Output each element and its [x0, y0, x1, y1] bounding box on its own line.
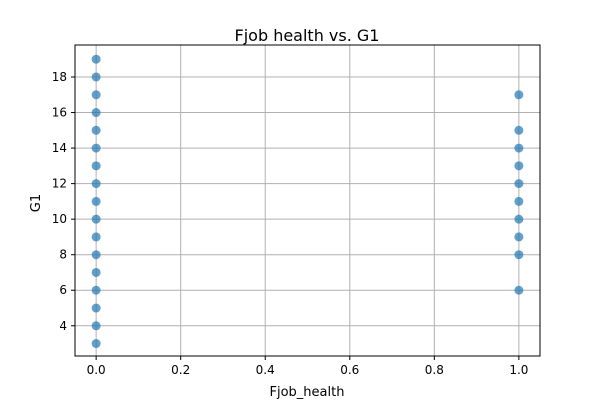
x-axis-ticks: 0.0 0.2 0.4 0.6 0.8 1.0	[87, 356, 528, 377]
y-axis-label: G1	[29, 194, 44, 212]
data-point	[91, 54, 101, 64]
data-point	[514, 161, 524, 171]
grid-lines	[75, 45, 540, 356]
y-tick-label: 6	[59, 283, 67, 297]
y-tick-label: 14	[52, 141, 67, 155]
y-tick-label: 16	[52, 106, 67, 120]
data-point	[514, 214, 524, 224]
data-point	[514, 250, 524, 260]
data-point	[514, 196, 524, 206]
data-point	[91, 108, 101, 118]
y-tick-label: 18	[52, 70, 67, 84]
y-axis-ticks: 4 6 8 10 12 14 16 18	[52, 70, 75, 333]
x-tick-label: 0.0	[87, 363, 106, 377]
data-point	[91, 250, 101, 260]
data-point	[91, 214, 101, 224]
data-point	[514, 143, 524, 153]
x-tick-label: 0.6	[340, 363, 359, 377]
chart-title: Fjob health vs. G1	[235, 26, 380, 45]
x-axis-label: Fjob_health	[270, 385, 345, 400]
data-point	[514, 90, 524, 100]
data-point	[91, 196, 101, 206]
x-tick-label: 0.4	[256, 363, 275, 377]
data-point	[91, 321, 101, 331]
data-point	[91, 232, 101, 242]
y-tick-label: 8	[59, 248, 67, 262]
data-point	[514, 125, 524, 135]
plot-frame	[74, 44, 541, 357]
y-tick-label: 12	[52, 177, 67, 191]
data-point	[91, 179, 101, 189]
y-tick-label: 10	[52, 212, 67, 226]
y-tick-label: 4	[59, 319, 67, 333]
data-point	[91, 143, 101, 153]
x-tick-label: 0.2	[171, 363, 190, 377]
data-point	[514, 179, 524, 189]
data-point	[91, 125, 101, 135]
data-point	[91, 339, 101, 349]
data-point	[514, 232, 524, 242]
data-point	[514, 285, 524, 295]
data-point	[91, 303, 101, 313]
data-point	[91, 90, 101, 100]
x-tick-label: 1.0	[509, 363, 528, 377]
data-points	[91, 54, 524, 349]
data-point	[91, 161, 101, 171]
x-tick-label: 0.8	[425, 363, 444, 377]
data-point	[91, 72, 101, 82]
data-point	[91, 285, 101, 295]
data-point	[91, 267, 101, 277]
